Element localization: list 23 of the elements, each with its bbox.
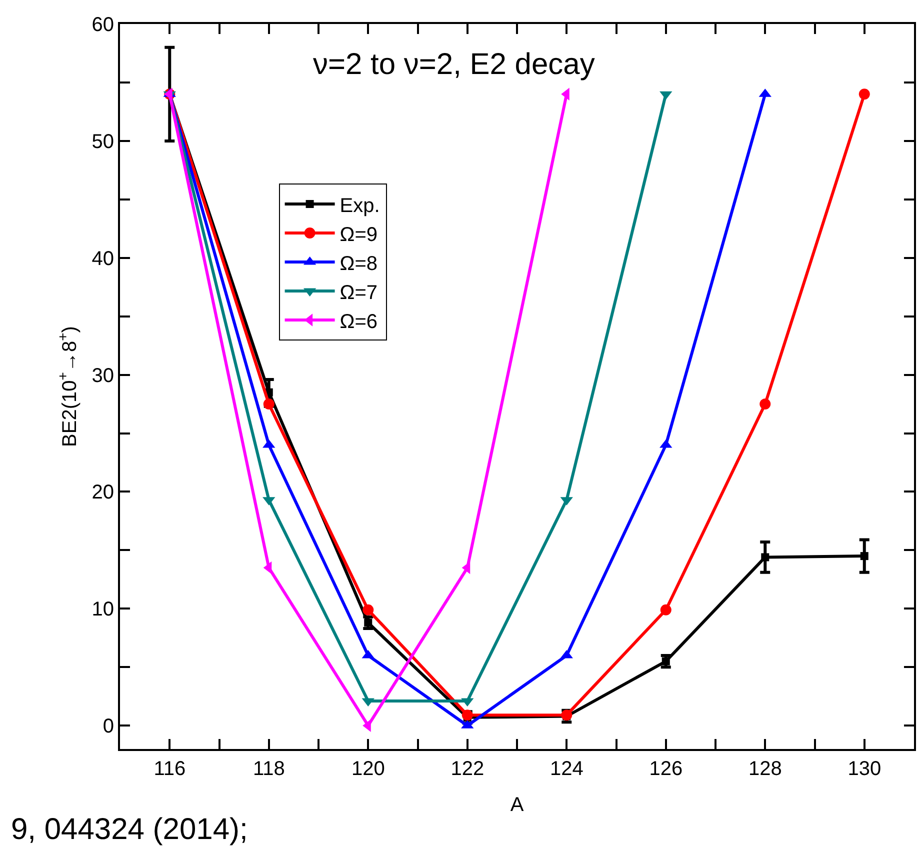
x-tick-label: 124 <box>550 758 584 780</box>
y-tick-label: 10 <box>92 598 114 621</box>
y-tick-label: 60 <box>92 14 114 36</box>
legend-label: Ω=7 <box>340 282 378 304</box>
x-tick-label: 120 <box>351 758 385 780</box>
x-tick-label: 122 <box>450 758 484 780</box>
x-axis-title: A <box>510 794 524 816</box>
y-tick-label: 40 <box>92 248 114 270</box>
x-tick-label: 130 <box>848 758 882 780</box>
x-tick-label: 128 <box>748 758 782 780</box>
x-tick-label: 118 <box>252 758 285 780</box>
y-tick-label: 20 <box>92 482 114 504</box>
x-tick-label: 116 <box>154 758 186 780</box>
legend-label: Ω=8 <box>340 252 378 275</box>
legend-label: Exp. <box>340 194 380 217</box>
x-tick-label: 126 <box>649 758 683 780</box>
y-tick-label: 30 <box>92 364 114 387</box>
legend-label: Ω=6 <box>340 310 378 333</box>
y-tick-label: 50 <box>92 130 114 153</box>
annotation: ν=2 to ν=2, E2 decay <box>313 48 595 81</box>
y-tick-label: 0 <box>102 716 114 738</box>
legend-label: Ω=9 <box>340 224 378 246</box>
text: 9, 044324 (2014); <box>11 813 248 846</box>
